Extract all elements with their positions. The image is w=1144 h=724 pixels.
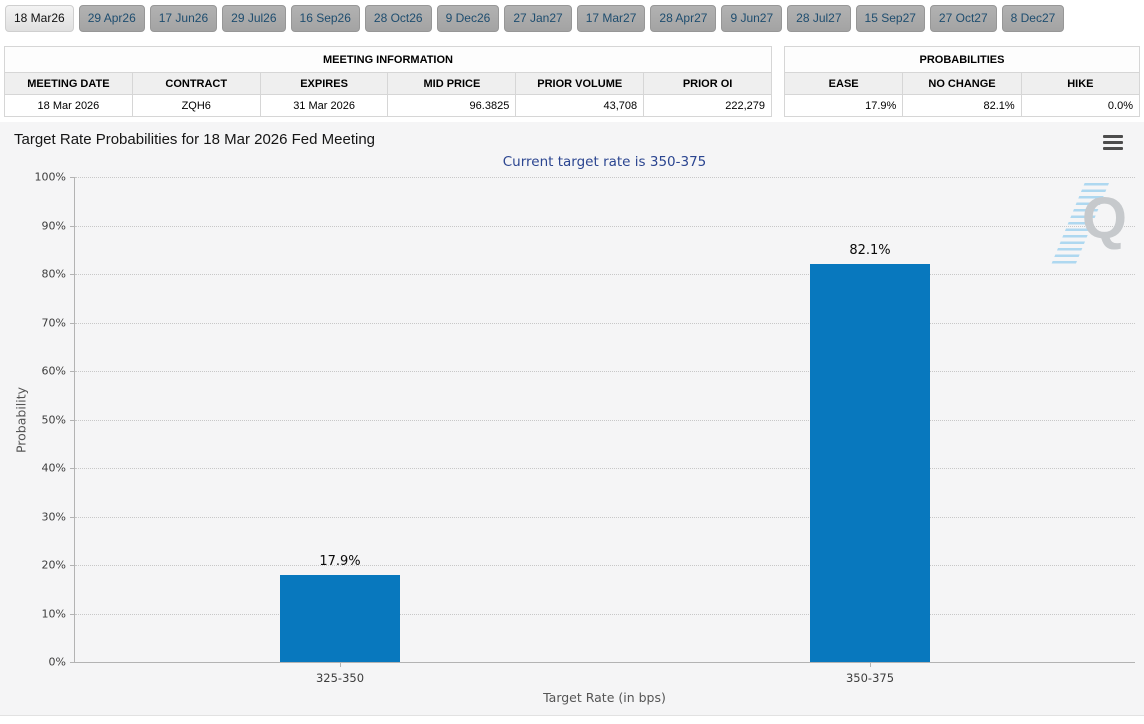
meeting-tab-17-jun26[interactable]: 17 Jun26 bbox=[149, 5, 218, 32]
gridline-90 bbox=[75, 225, 1135, 227]
y-tick-label: 50% bbox=[41, 413, 66, 426]
y-tick-mark bbox=[70, 468, 75, 469]
chart-panel: Target Rate Probabilities for 18 Mar 202… bbox=[0, 122, 1144, 716]
bar-value-label: 82.1% bbox=[849, 242, 891, 258]
hamburger-menu-icon[interactable] bbox=[1103, 135, 1123, 153]
table-cell: 17.9% bbox=[783, 94, 904, 117]
x-tick-mark bbox=[340, 662, 341, 667]
meeting-tab-28-oct26[interactable]: 28 Oct26 bbox=[364, 5, 432, 32]
meeting-tab-28-apr27[interactable]: 28 Apr27 bbox=[650, 5, 717, 32]
meeting-tab-29-apr26[interactable]: 29 Apr26 bbox=[78, 5, 145, 32]
table-cell: 96.3825 bbox=[387, 94, 517, 117]
meeting-tab-29-jul26[interactable]: 29 Jul26 bbox=[222, 5, 286, 32]
chart-title: Target Rate Probabilities for 18 Mar 202… bbox=[14, 131, 376, 148]
table-row: 17.9% 82.1% 0.0% bbox=[783, 94, 1141, 117]
y-tick-mark bbox=[70, 274, 75, 275]
y-tick-label: 30% bbox=[41, 510, 66, 523]
gridline-60 bbox=[75, 371, 1135, 372]
column-header: CONTRACT bbox=[131, 72, 261, 95]
y-tick-mark bbox=[70, 662, 75, 663]
meeting-tab-17-mar27[interactable]: 17 Mar27 bbox=[576, 5, 646, 32]
gridline-100 bbox=[75, 177, 1135, 178]
table-cell: 31 Mar 2026 bbox=[259, 94, 389, 117]
x-tick-mark bbox=[870, 662, 871, 667]
y-tick-mark bbox=[70, 516, 75, 518]
y-tick-mark bbox=[70, 225, 75, 227]
meeting-tab-18-mar26[interactable]: 18 Mar26 bbox=[5, 5, 74, 32]
table-cell: 82.1% bbox=[902, 94, 1022, 117]
chart-subtitle: Current target rate is 350-375 bbox=[502, 154, 707, 170]
meeting-tab-15-sep27[interactable]: 15 Sep27 bbox=[855, 5, 925, 32]
x-axis-title: Target Rate (in bps) bbox=[543, 690, 666, 705]
y-tick-mark bbox=[70, 419, 75, 421]
bar-325-350[interactable]: 17.9% bbox=[280, 554, 400, 662]
y-tick-label: 20% bbox=[41, 558, 66, 572]
table-title: MEETING INFORMATION bbox=[4, 46, 772, 73]
watermark-q-letter: Q bbox=[1081, 186, 1127, 251]
gridline-70 bbox=[75, 322, 1135, 324]
meeting-tab-16-sep26[interactable]: 16 Sep26 bbox=[290, 5, 360, 32]
table-cell: 222,279 bbox=[643, 94, 772, 117]
y-tick-label: 70% bbox=[41, 316, 66, 329]
meeting-tab-9-dec26[interactable]: 9 Dec26 bbox=[436, 5, 500, 32]
bar-value-label: 17.9% bbox=[319, 554, 361, 570]
meeting-information-table: MEETING INFORMATION MEETING DATE CONTRACT E… bbox=[4, 46, 772, 117]
x-tick-label: 325-350 bbox=[315, 671, 365, 685]
y-tick-mark bbox=[70, 177, 75, 178]
y-tick-label: 0% bbox=[48, 655, 66, 669]
table-title: PROBABILITIES bbox=[784, 46, 1140, 73]
y-axis-title: Probability bbox=[13, 386, 29, 454]
gridline-50 bbox=[75, 419, 1135, 421]
table-cell: ZQH6 bbox=[131, 94, 261, 117]
plot-area: Q 0% 10% 20% 30% 40% 50% 60% 70% 80% 90% 100% 17.9%… bbox=[35, 171, 1135, 685]
column-header: HIKE bbox=[1020, 72, 1141, 95]
meeting-tab-28-jul27[interactable]: 28 Jul27 bbox=[787, 5, 851, 32]
probabilities-table: PROBABILITIES EASE NO CHANGE HIKE 17.9% 82.1%… bbox=[783, 46, 1141, 117]
column-header: MID PRICE bbox=[387, 72, 517, 95]
column-header: EXPIRES bbox=[259, 72, 389, 95]
quikstrike-watermark: Q bbox=[1049, 181, 1129, 267]
gridline-30 bbox=[75, 516, 1135, 518]
column-header: PRIOR OI bbox=[643, 72, 772, 95]
y-tick-label: 60% bbox=[41, 364, 66, 378]
gridline-10 bbox=[75, 613, 1135, 615]
meeting-tab-bar: 18 Mar26 29 Apr26 17 Jun26 29 Jul26 16 Sep26… bbox=[0, 0, 1144, 36]
y-tick-mark bbox=[70, 613, 75, 615]
y-tick-label: 100% bbox=[34, 170, 66, 184]
y-tick-label: 90% bbox=[41, 219, 66, 232]
gridline-80 bbox=[75, 274, 1135, 275]
table-cell: 43,708 bbox=[515, 94, 645, 117]
gridline-40 bbox=[75, 468, 1135, 469]
meeting-tab-9-jun27[interactable]: 9 Jun27 bbox=[721, 5, 783, 32]
bar-350-375[interactable]: 82.1% bbox=[810, 243, 930, 662]
hamburger-bar bbox=[1103, 141, 1123, 144]
column-header: MEETING DATE bbox=[4, 72, 133, 95]
y-tick-mark bbox=[70, 371, 75, 372]
hamburger-bar bbox=[1103, 147, 1123, 150]
y-tick-mark bbox=[70, 322, 75, 324]
y-tick-label: 40% bbox=[41, 461, 66, 475]
column-header: PRIOR VOLUME bbox=[515, 72, 645, 95]
table-row: 18 Mar 2026 ZQH6 31 Mar 2026 96.3825 43,708 2… bbox=[4, 94, 772, 117]
hamburger-bar bbox=[1103, 135, 1123, 138]
meeting-tab-27-oct27[interactable]: 27 Oct27 bbox=[929, 5, 997, 32]
y-tick-mark bbox=[70, 565, 75, 566]
column-header: EASE bbox=[783, 72, 904, 95]
table-cell: 18 Mar 2026 bbox=[4, 94, 133, 117]
y-tick-label: 10% bbox=[41, 607, 66, 620]
gridline-20 bbox=[75, 565, 1135, 566]
meeting-tab-8-dec27[interactable]: 8 Dec27 bbox=[1001, 5, 1065, 32]
table-cell: 0.0% bbox=[1020, 94, 1141, 117]
x-tick-label: 350-375 bbox=[845, 671, 895, 685]
y-tick-label: 80% bbox=[41, 267, 66, 281]
column-header: NO CHANGE bbox=[902, 72, 1022, 95]
info-tables-row: MEETING INFORMATION MEETING DATE CONTRACT E… bbox=[0, 46, 1144, 117]
meeting-tab-27-jan27[interactable]: 27 Jan27 bbox=[504, 5, 572, 32]
